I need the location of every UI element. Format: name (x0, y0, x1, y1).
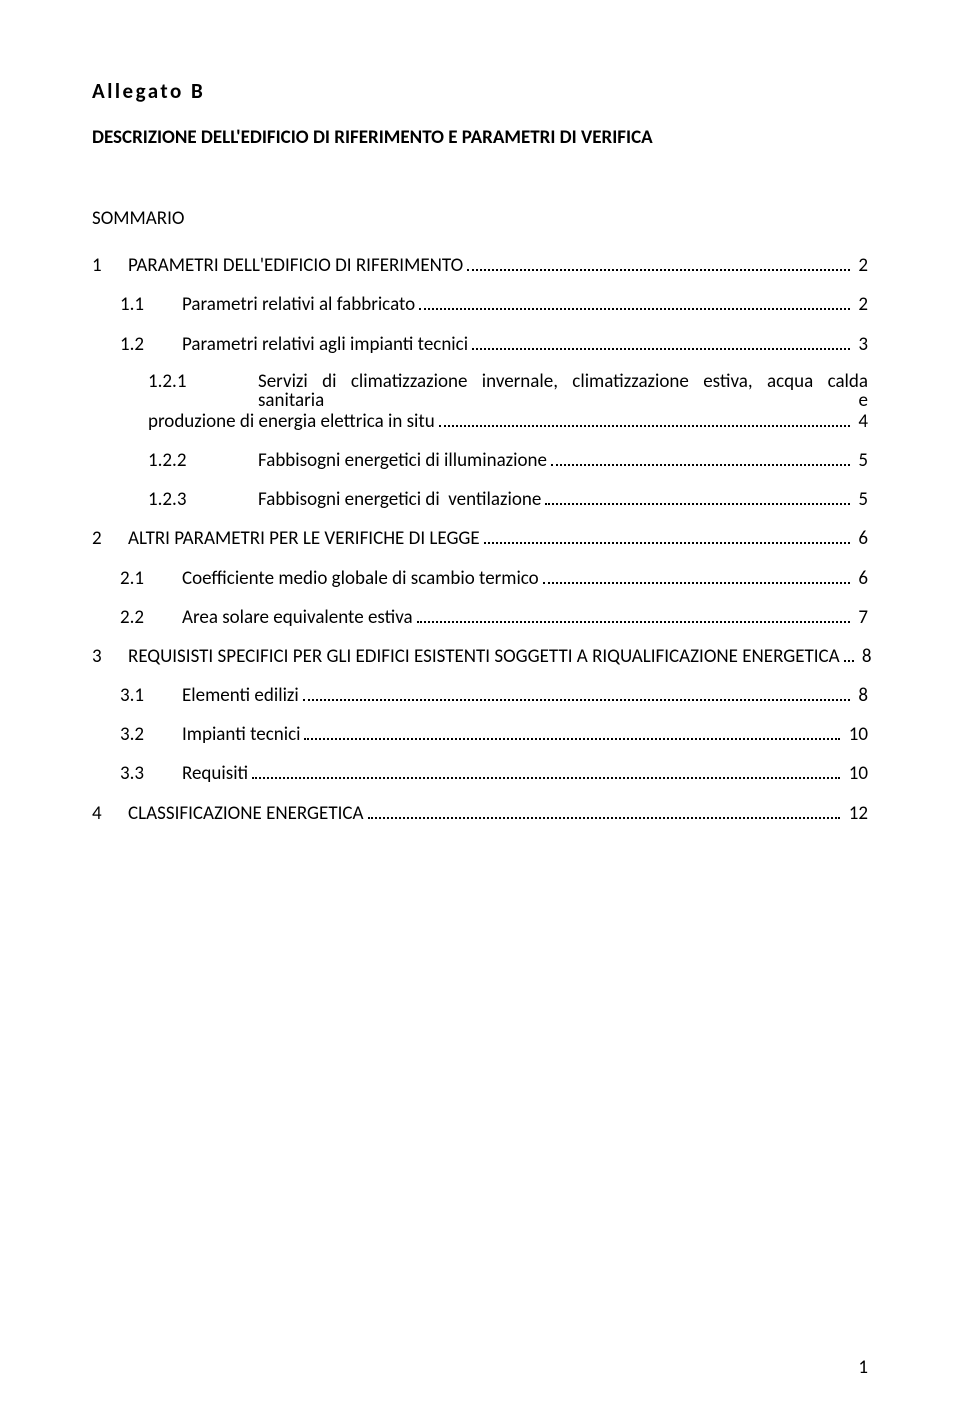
toc-entry: 1.2.1Servizi di climatizzazione invernal… (92, 372, 868, 431)
toc-entry: 2ALTRI PARAMETRI PER LE VERIFICHE DI LEG… (92, 527, 868, 548)
toc-entry-number: 4 (92, 804, 128, 823)
toc-entry: 1.2.3Fabbisogni energetici di ventilazio… (92, 488, 868, 509)
toc-entry: 3.2Impianti tecnici 10 (92, 723, 868, 744)
toc-entry-number: 1.2.2 (92, 451, 258, 470)
toc-entry-label: Impianti tecnici (182, 725, 300, 744)
toc-entry: 1.1Parametri relativi al fabbricato 2 (92, 293, 868, 314)
toc-entry: 2.1Coefficiente medio globale di scambio… (92, 566, 868, 587)
toc-entry-label: Coefficiente medio globale di scambio te… (182, 569, 539, 588)
toc-entry: 2.2Area solare equivalente estiva 7 (92, 606, 868, 627)
toc-entry-number: 3 (92, 647, 128, 666)
toc-entry-label: Elementi edilizi (182, 686, 299, 705)
toc-entry: 3REQUISISTI SPECIFICI PER GLI EDIFICI ES… (92, 645, 868, 666)
toc-entry-page: 8 (858, 647, 872, 666)
toc-entry: 1PARAMETRI DELL'EDIFICIO DI RIFERIMENTO … (92, 254, 868, 275)
toc-leader (844, 645, 854, 662)
toc-leader (417, 606, 850, 623)
toc-leader (439, 410, 850, 427)
toc-entry-label: REQUISISTI SPECIFICI PER GLI EDIFICI ESI… (128, 647, 840, 666)
toc-entry: 3.1Elementi edilizi 8 (92, 684, 868, 705)
document-title: Allegato B (92, 78, 868, 104)
toc-leader (484, 527, 850, 544)
toc-leader (545, 488, 850, 505)
toc-entry-label: Requisiti (182, 764, 248, 783)
toc-entry-page: 10 (844, 725, 868, 744)
toc-entry-number: 3.3 (92, 764, 182, 783)
toc-entry-label: Parametri relativi al fabbricato (182, 295, 415, 314)
document-page: Allegato B DESCRIZIONE DELL'EDIFICIO DI … (0, 0, 960, 1421)
toc-entry-label: produzione di energia elettrica in situ (148, 412, 435, 431)
toc-entry-number: 2.2 (92, 608, 182, 627)
page-number: 1 (858, 1356, 868, 1379)
toc-entry-page: 10 (844, 764, 868, 783)
toc-entry-page: 6 (854, 529, 868, 548)
toc-entry-page: 2 (854, 256, 868, 275)
toc-entry-number: 3.1 (92, 686, 182, 705)
toc-entry-label: Fabbisogni energetici di ventilazione (258, 490, 541, 509)
toc-heading: SOMMARIO (92, 207, 868, 230)
toc-entry-number: 2.1 (92, 569, 182, 588)
toc-entry-page: 4 (854, 412, 868, 431)
toc-leader (543, 566, 850, 583)
toc-leader (472, 332, 850, 349)
toc-entry-number: 2 (92, 529, 128, 548)
toc-entry-label: Fabbisogni energetici di illuminazione (258, 451, 547, 470)
toc-leader (304, 723, 840, 740)
table-of-contents: 1PARAMETRI DELL'EDIFICIO DI RIFERIMENTO … (92, 254, 868, 823)
toc-entry-page: 12 (844, 804, 868, 823)
toc-entry-label: ALTRI PARAMETRI PER LE VERIFICHE DI LEGG… (128, 529, 480, 548)
toc-entry-number: 1 (92, 256, 128, 275)
toc-entry: 3.3Requisiti 10 (92, 762, 868, 783)
toc-entry: 1.2.2Fabbisogni energetici di illuminazi… (92, 449, 868, 470)
toc-entry-page: 5 (854, 490, 868, 509)
toc-entry-page: 3 (854, 335, 868, 354)
toc-leader (368, 801, 841, 818)
toc-entry-number: 1.1 (92, 295, 182, 314)
toc-entry-label: CLASSIFICAZIONE ENERGETICA (128, 804, 364, 823)
toc-entry-number: 3.2 (92, 725, 182, 744)
toc-leader (551, 449, 850, 466)
toc-entry-page: 6 (854, 569, 868, 588)
toc-entry-number: 1.2.3 (92, 490, 258, 509)
toc-leader (467, 254, 850, 271)
toc-entry-label: Area solare equivalente estiva (182, 608, 413, 627)
toc-leader (303, 684, 850, 701)
document-subtitle: DESCRIZIONE DELL'EDIFICIO DI RIFERIMENTO… (92, 126, 868, 149)
toc-entry-label: Parametri relativi agli impianti tecnici (182, 335, 468, 354)
toc-entry-page: 8 (854, 686, 868, 705)
toc-leader (419, 293, 850, 310)
toc-entry-page: 2 (854, 295, 868, 314)
toc-entry: 1.2Parametri relativi agli impianti tecn… (92, 332, 868, 353)
toc-entry-page: 7 (854, 608, 868, 627)
toc-entry: 4CLASSIFICAZIONE ENERGETICA 12 (92, 801, 868, 822)
toc-entry-label: Servizi di climatizzazione invernale, cl… (258, 372, 868, 410)
toc-entry-page: 5 (854, 451, 868, 470)
toc-entry-number: 1.2 (92, 335, 182, 354)
toc-entry-label: PARAMETRI DELL'EDIFICIO DI RIFERIMENTO (128, 256, 463, 275)
toc-leader (252, 762, 840, 779)
toc-entry-number: 1.2.1 (92, 372, 258, 391)
